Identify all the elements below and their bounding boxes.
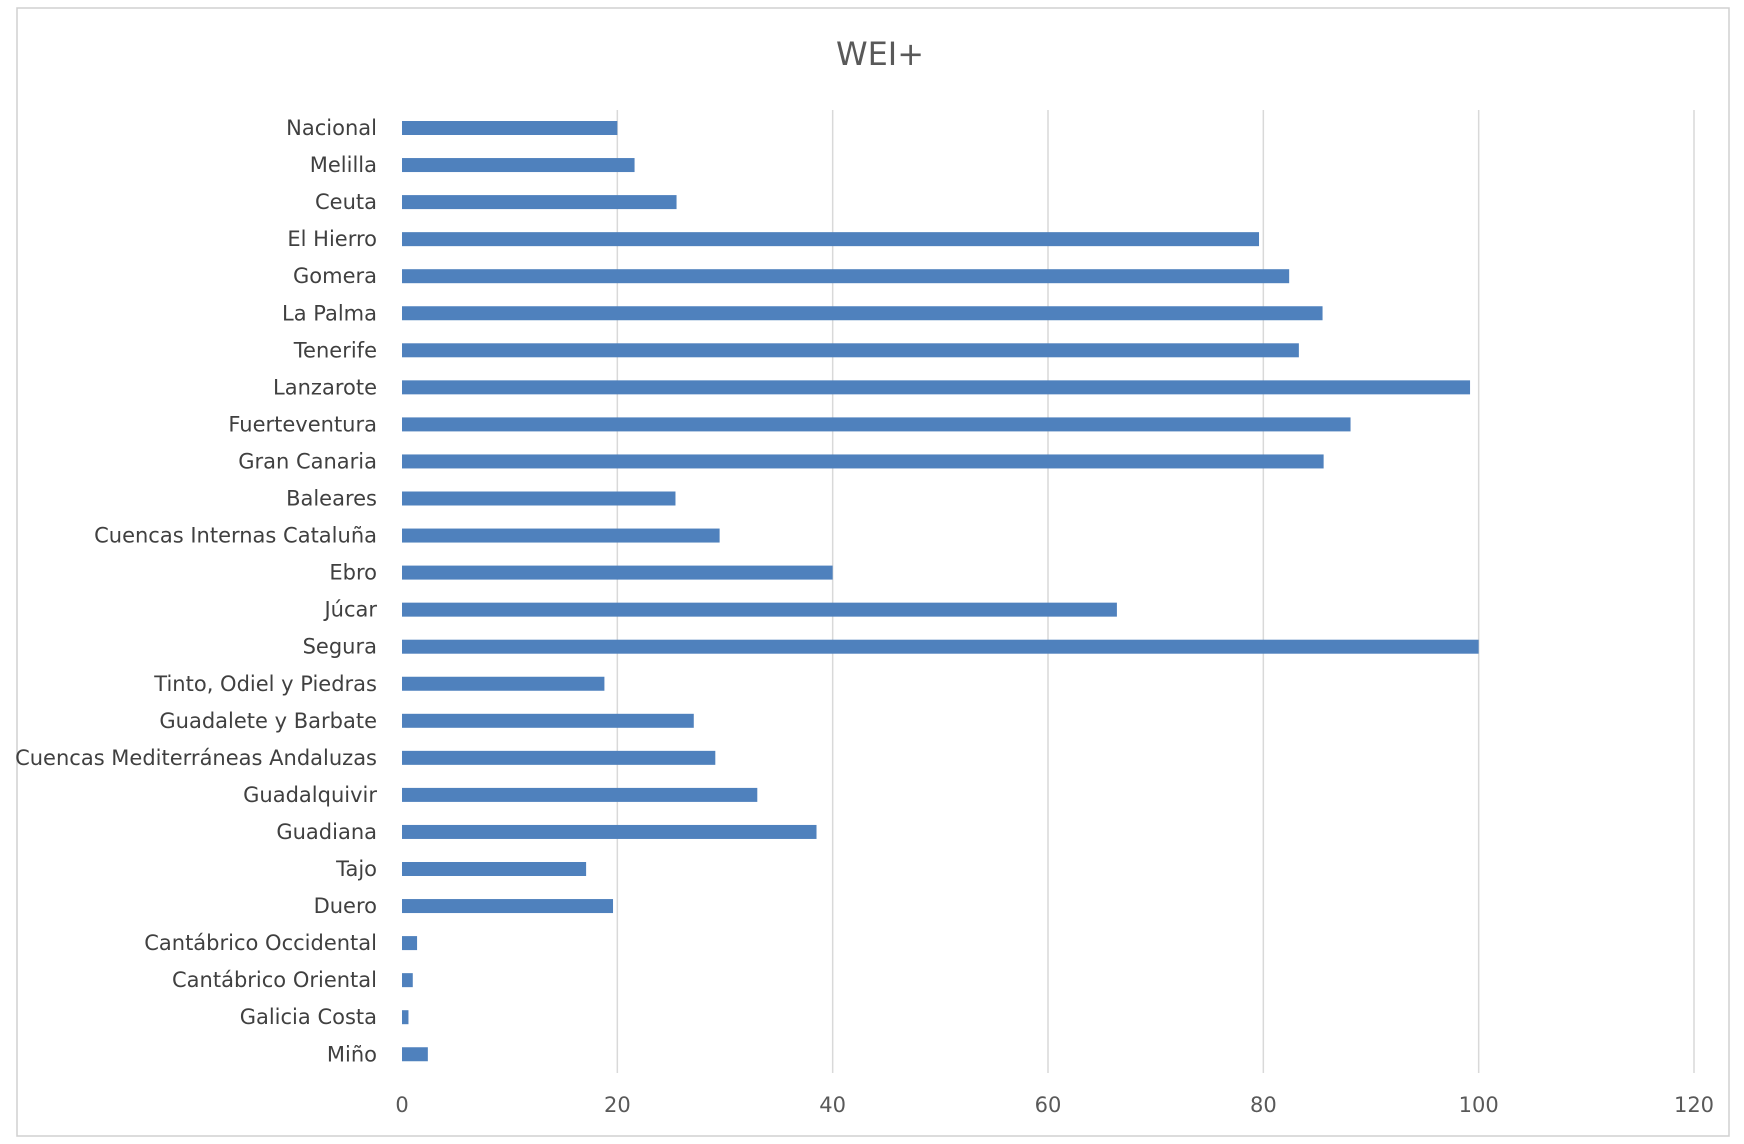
category-label: Guadalete y Barbate bbox=[159, 709, 377, 733]
x-tick-label: 60 bbox=[1035, 1093, 1062, 1117]
bar bbox=[402, 787, 758, 802]
bar bbox=[402, 195, 677, 210]
x-tick-label: 100 bbox=[1459, 1093, 1499, 1117]
category-label: Tajo bbox=[335, 857, 377, 881]
bar bbox=[402, 1010, 409, 1025]
x-tick-label: 0 bbox=[395, 1093, 408, 1117]
category-label: Gran Canaria bbox=[238, 449, 377, 473]
category-label: Ebro bbox=[329, 561, 377, 585]
category-label: El Hierro bbox=[287, 227, 377, 251]
bar bbox=[402, 973, 413, 988]
category-label: Tenerife bbox=[293, 338, 377, 362]
bar bbox=[402, 491, 676, 506]
bar bbox=[402, 269, 1290, 284]
category-label: Miño bbox=[327, 1042, 377, 1066]
x-tick-label: 80 bbox=[1250, 1093, 1277, 1117]
bar bbox=[402, 343, 1299, 358]
category-labels: Nacional Melilla Ceuta El Hierro Gomera La Pa… bbox=[15, 116, 377, 1066]
bar bbox=[402, 676, 605, 691]
bar bbox=[402, 602, 1117, 617]
category-label: Cantábrico Oriental bbox=[172, 968, 377, 992]
bar bbox=[402, 121, 618, 135]
bar bbox=[402, 158, 635, 173]
category-label: Cuencas Mediterráneas Andaluzas bbox=[15, 746, 377, 770]
category-label: Guadalquivir bbox=[243, 783, 377, 807]
x-tick-labels: 0 20 40 60 80 100 120 bbox=[395, 1093, 1714, 1117]
chart-border bbox=[16, 7, 1730, 1137]
bar bbox=[402, 713, 694, 728]
bar bbox=[402, 454, 1324, 469]
bar bbox=[402, 417, 1351, 432]
bar bbox=[402, 936, 418, 951]
category-label: Segura bbox=[303, 635, 377, 659]
category-label: Nacional bbox=[286, 116, 377, 140]
bar bbox=[402, 528, 720, 543]
category-label: Cuencas Internas Cataluña bbox=[94, 524, 377, 548]
category-label: Cantábrico Occidental bbox=[144, 931, 377, 955]
x-tick-label: 20 bbox=[604, 1093, 631, 1117]
category-label: Lanzarote bbox=[273, 375, 377, 399]
category-label: Gomera bbox=[293, 264, 377, 288]
category-label: Júcar bbox=[322, 598, 377, 622]
category-label: La Palma bbox=[282, 301, 377, 325]
x-tick-label: 120 bbox=[1674, 1093, 1714, 1117]
category-label: Guadiana bbox=[276, 820, 377, 844]
chart-title: WEI+ bbox=[836, 35, 924, 73]
category-label: Melilla bbox=[310, 153, 377, 177]
x-tick-label: 40 bbox=[819, 1093, 846, 1117]
category-label: Duero bbox=[314, 894, 377, 918]
bar bbox=[402, 565, 833, 580]
bar bbox=[402, 862, 587, 876]
bar bbox=[402, 306, 1323, 321]
bar bbox=[402, 824, 817, 839]
category-label: Tinto, Odiel y Piedras bbox=[153, 672, 377, 696]
bar bbox=[402, 1047, 428, 1062]
category-label: Baleares bbox=[286, 487, 377, 511]
bar bbox=[402, 639, 1479, 654]
category-label: Fuerteventura bbox=[228, 412, 377, 436]
bar bbox=[402, 899, 614, 914]
bar bbox=[402, 232, 1260, 247]
bar bbox=[402, 750, 716, 765]
bars bbox=[402, 121, 1479, 1062]
bar bbox=[402, 380, 1471, 395]
category-label: Ceuta bbox=[315, 190, 377, 214]
category-label: Galicia Costa bbox=[240, 1005, 377, 1029]
